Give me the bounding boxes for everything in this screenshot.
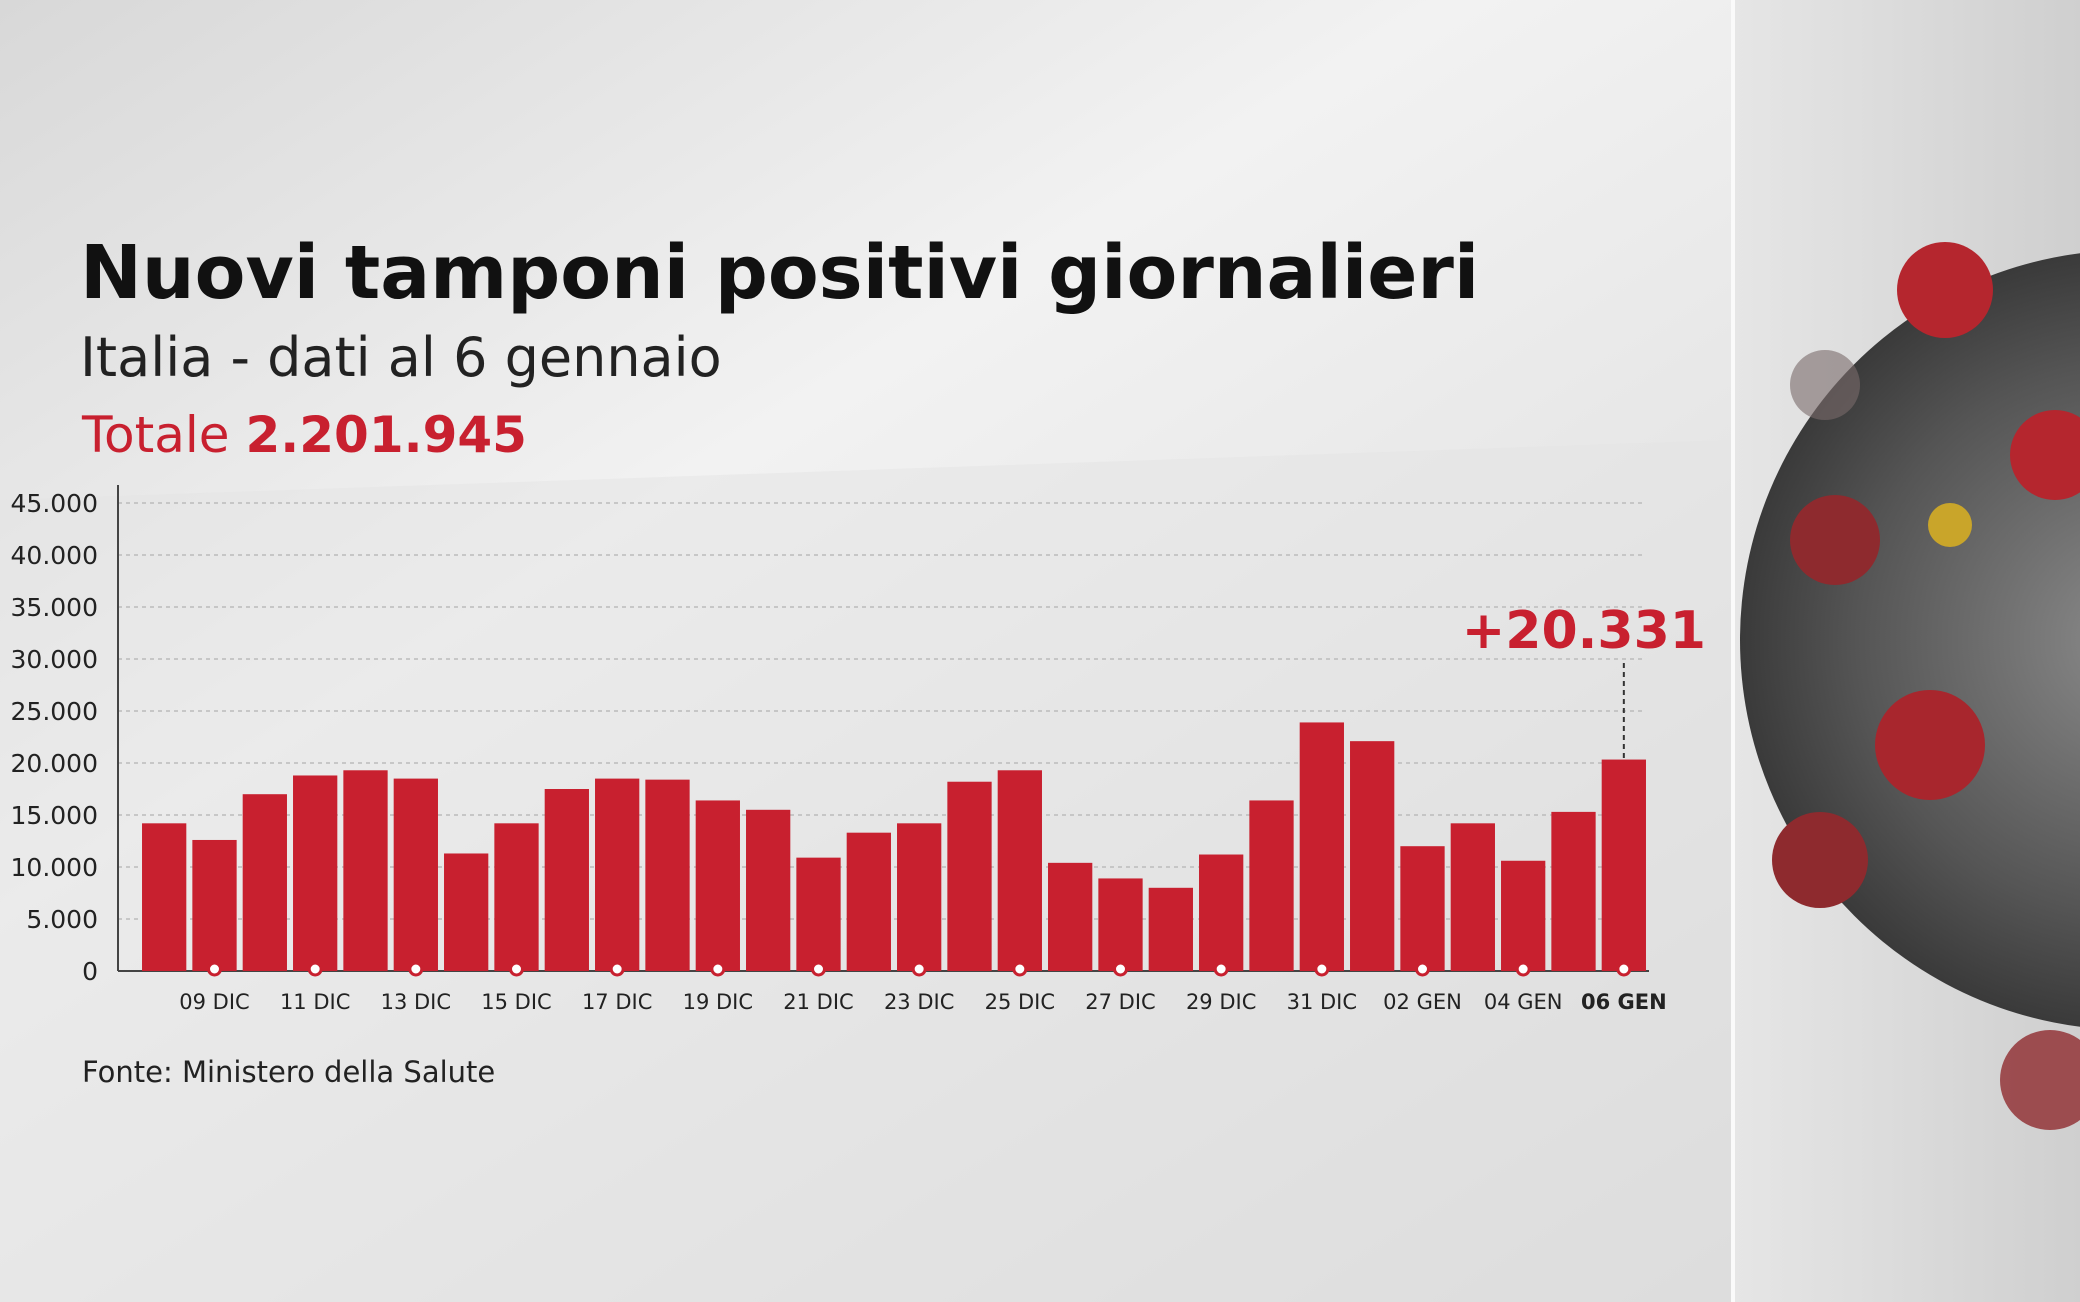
tick-dot — [1012, 961, 1028, 977]
x-tick-label: 11 DIC — [280, 990, 350, 1014]
y-tick-label: 10.000 — [11, 853, 98, 882]
bar — [695, 800, 740, 971]
x-tick-label: 31 DIC — [1287, 990, 1357, 1014]
y-tick-label: 40.000 — [11, 541, 98, 570]
x-tick-label: 25 DIC — [985, 990, 1055, 1014]
bar — [1450, 823, 1495, 971]
tick-dot — [1515, 961, 1531, 977]
bar — [897, 823, 942, 971]
x-tick-label: 21 DIC — [783, 990, 853, 1014]
bar — [796, 857, 841, 971]
y-tick-label: 35.000 — [11, 593, 98, 622]
bar — [494, 823, 539, 971]
tick-dot — [408, 961, 424, 977]
bar — [142, 823, 187, 971]
chart-title: Nuovi tamponi positivi giornalieri — [80, 230, 1479, 316]
bar — [846, 832, 891, 971]
total-label: Totale — [81, 406, 230, 464]
spike — [1897, 242, 1993, 338]
spike — [1772, 812, 1868, 908]
x-tick-label: 27 DIC — [1085, 990, 1155, 1014]
bar — [947, 781, 992, 971]
value-label: +20.331 — [1462, 601, 1706, 661]
bar — [1501, 860, 1546, 971]
bar — [645, 779, 690, 971]
x-tick-label: 04 GEN — [1484, 990, 1563, 1014]
tick-dot — [1616, 961, 1632, 977]
y-tick-label: 20.000 — [11, 749, 98, 778]
bar — [1299, 722, 1344, 971]
tick-dot — [509, 961, 524, 977]
bar — [595, 778, 640, 971]
spike — [1875, 690, 1985, 800]
tick-dot — [307, 961, 323, 977]
bar — [1199, 854, 1244, 971]
bar — [444, 853, 489, 971]
x-tick-label: 13 DIC — [381, 990, 451, 1014]
tick-dot — [1314, 961, 1330, 977]
x-tick-label: 06 GEN — [1581, 990, 1667, 1014]
source: Fonte: Ministero della Salute — [82, 1055, 495, 1089]
spike — [2010, 410, 2080, 500]
x-tick-label: 19 DIC — [683, 990, 753, 1014]
bar — [1048, 862, 1093, 971]
y-tick-label: 45.000 — [11, 489, 98, 518]
bar — [1350, 741, 1395, 971]
bar — [343, 770, 388, 971]
bar — [1551, 811, 1596, 971]
tick-dot — [1113, 961, 1128, 977]
x-tick-label: 09 DIC — [179, 990, 249, 1014]
y-tick-label: 30.000 — [11, 645, 98, 674]
y-tick-label: 5.000 — [26, 905, 98, 934]
y-tick-label: 25.000 — [11, 697, 98, 726]
total-value: 2.201.945 — [245, 406, 527, 464]
tick-dot — [911, 961, 927, 977]
spike — [1928, 503, 1972, 547]
bar — [1400, 846, 1445, 971]
chart-subtitle: Italia - dati al 6 gennaio — [80, 326, 722, 389]
bar — [393, 778, 438, 971]
y-tick-label: 15.000 — [11, 801, 98, 830]
x-tick-label: 29 DIC — [1186, 990, 1256, 1014]
bar — [1098, 878, 1143, 971]
spike — [1790, 495, 1880, 585]
total: Totale 2.201.945 — [81, 406, 527, 464]
x-tick-label: 23 DIC — [884, 990, 954, 1014]
spike — [1790, 350, 1860, 420]
virus-panel — [1731, 0, 2080, 1302]
bar — [192, 839, 237, 971]
bar — [1148, 887, 1193, 971]
bar — [997, 770, 1042, 971]
x-tick-label: 17 DIC — [582, 990, 652, 1014]
y-tick-label: 0 — [82, 957, 98, 986]
bar — [1249, 800, 1294, 971]
bar — [746, 809, 791, 971]
tick-dot — [207, 961, 222, 977]
bar — [242, 794, 287, 971]
tick-dot — [1213, 961, 1229, 977]
bar — [1601, 759, 1646, 971]
bar — [293, 775, 338, 971]
bar — [544, 789, 589, 971]
spike — [2000, 1030, 2080, 1130]
x-tick-label: 15 DIC — [481, 990, 551, 1014]
tick-dot — [811, 961, 826, 977]
tick-dot — [609, 961, 625, 977]
tick-dot — [710, 961, 726, 977]
x-tick-label: 02 GEN — [1383, 990, 1462, 1014]
tick-dot — [1415, 961, 1430, 977]
